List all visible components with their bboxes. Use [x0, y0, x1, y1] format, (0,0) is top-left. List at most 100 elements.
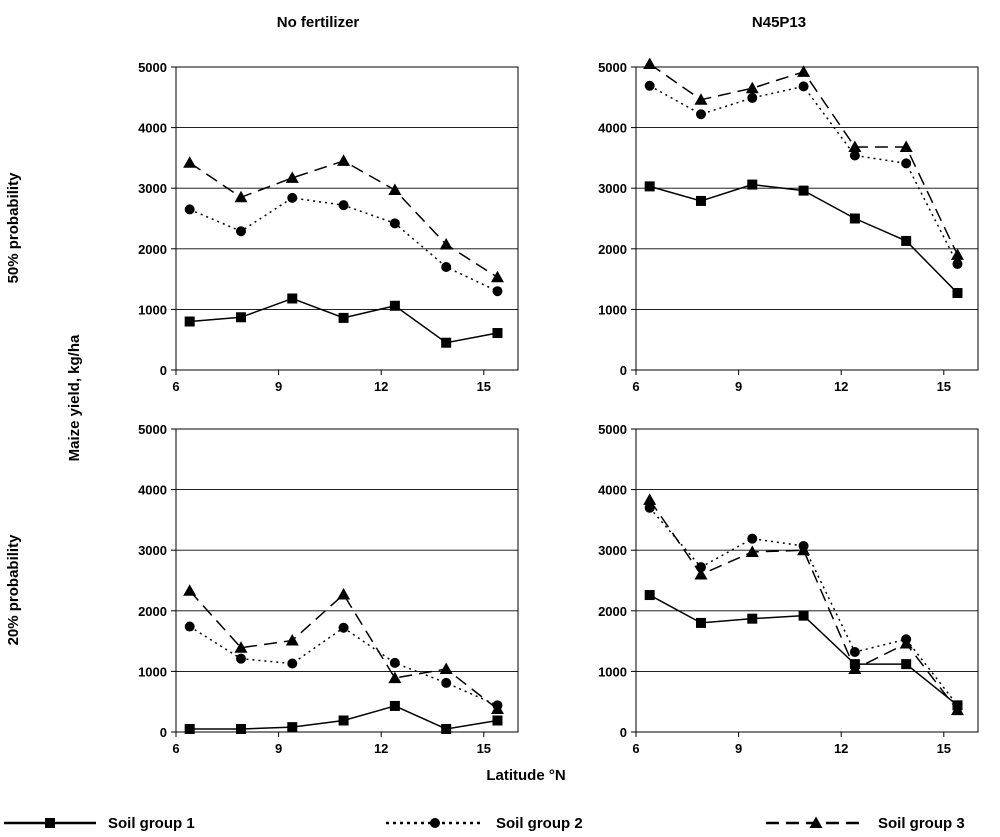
x-tick-label: 12	[834, 741, 848, 756]
x-tick-label: 15	[477, 379, 491, 394]
x-tick-label: 15	[477, 741, 491, 756]
data-point-soil-group-1	[184, 723, 195, 734]
y-tick-label: 0	[620, 363, 627, 378]
data-point-soil-group-3	[745, 81, 759, 94]
data-point-soil-group-2	[952, 258, 963, 269]
y-tick-label: 2000	[138, 242, 167, 257]
x-tick-label: 9	[275, 741, 282, 756]
row-label-20-probability: 20% probability	[5, 534, 22, 646]
legend: Soil group 1 Soil group 2 Soil group 3	[4, 815, 965, 832]
panel-1: 0 1000 2000 3000 4000 5000 6 9 12 15	[138, 60, 519, 394]
data-point-soil-group-2	[235, 226, 246, 237]
x-tick-label: 12	[374, 741, 388, 756]
y-tick-label: 1000	[138, 302, 167, 317]
legend-label-soil-group-2: Soil group 2	[496, 815, 583, 832]
data-point-soil-group-1	[235, 312, 246, 323]
y-tick-label: 0	[160, 725, 167, 740]
data-point-soil-group-3	[439, 238, 453, 250]
data-point-soil-group-3	[183, 584, 197, 596]
data-point-soil-group-3	[234, 190, 248, 203]
data-point-soil-group-3	[848, 140, 862, 152]
data-point-soil-group-3	[388, 183, 402, 196]
data-point-soil-group-2	[901, 158, 912, 169]
plot-area	[175, 66, 519, 371]
data-point-soil-group-2	[695, 109, 706, 120]
data-point-soil-group-2	[747, 533, 758, 544]
data-point-soil-group-3	[183, 156, 197, 168]
data-point-soil-group-2	[235, 653, 246, 664]
data-point-soil-group-1	[492, 715, 503, 726]
data-point-soil-group-1	[798, 185, 809, 196]
legend-marker-soil-group-2	[430, 818, 440, 828]
data-point-soil-group-2	[441, 677, 452, 688]
y-tick-label: 1000	[598, 664, 627, 679]
data-point-soil-group-2	[644, 502, 655, 513]
y-tick-label: 4000	[138, 483, 167, 498]
data-point-soil-group-1	[747, 613, 758, 624]
y-tick-label: 2000	[138, 604, 167, 619]
data-point-soil-group-1	[338, 312, 349, 323]
data-point-soil-group-1	[952, 288, 963, 299]
data-point-soil-group-1	[901, 235, 912, 246]
x-tick-label: 12	[374, 379, 388, 394]
data-point-soil-group-2	[184, 621, 195, 632]
panel-4: 0 1000 2000 3000 4000 5000 6 9 12 15	[598, 422, 979, 756]
data-point-soil-group-1	[849, 213, 860, 224]
data-point-soil-group-1	[492, 328, 503, 339]
y-tick-label: 5000	[598, 60, 627, 75]
y-tick-label: 4000	[598, 483, 627, 498]
x-tick-label: 6	[172, 741, 179, 756]
y-tick-label: 4000	[598, 121, 627, 136]
data-point-soil-group-1	[389, 700, 400, 711]
data-point-soil-group-3	[745, 545, 759, 558]
data-point-soil-group-3	[490, 702, 504, 714]
data-point-soil-group-2	[184, 204, 195, 215]
data-point-soil-group-3	[797, 65, 811, 77]
data-point-soil-group-1	[441, 723, 452, 734]
data-point-soil-group-3	[490, 270, 504, 283]
data-point-soil-group-2	[798, 81, 809, 92]
data-point-soil-group-1	[644, 181, 655, 192]
x-tick-label: 6	[172, 379, 179, 394]
data-point-soil-group-2	[492, 286, 503, 297]
data-point-soil-group-1	[747, 179, 758, 190]
data-point-soil-group-3	[337, 587, 351, 600]
data-point-soil-group-1	[695, 195, 706, 206]
x-tick-label: 15	[937, 379, 951, 394]
y-tick-label: 5000	[598, 422, 627, 437]
x-tick-label: 6	[632, 741, 639, 756]
y-tick-label: 1000	[138, 664, 167, 679]
data-point-soil-group-2	[849, 150, 860, 161]
y-tick-label: 3000	[598, 181, 627, 196]
x-tick-label: 9	[735, 379, 742, 394]
row-label-50-probability: 50% probability	[5, 172, 22, 284]
data-point-soil-group-3	[694, 93, 708, 105]
y-tick-label: 5000	[138, 60, 167, 75]
data-point-soil-group-3	[234, 641, 248, 653]
y-tick-label: 2000	[598, 242, 627, 257]
x-tick-label: 6	[632, 379, 639, 394]
legend-label-soil-group-3: Soil group 3	[878, 815, 965, 832]
plot-area	[635, 428, 979, 733]
data-point-soil-group-2	[287, 658, 298, 669]
data-point-soil-group-2	[389, 218, 400, 229]
data-point-soil-group-3	[848, 662, 862, 674]
y-tick-label: 0	[620, 725, 627, 740]
y-tick-label: 3000	[138, 543, 167, 558]
data-point-soil-group-3	[950, 703, 964, 716]
x-tick-label: 12	[834, 379, 848, 394]
data-point-soil-group-2	[389, 657, 400, 668]
data-point-soil-group-1	[287, 722, 298, 733]
data-point-soil-group-1	[441, 337, 452, 348]
data-point-soil-group-2	[338, 622, 349, 633]
plot-area	[175, 428, 519, 733]
panel-2: 0 1000 2000 3000 4000 5000 6 9 12 15	[598, 57, 979, 394]
legend-label-soil-group-1: Soil group 1	[108, 815, 195, 832]
data-point-soil-group-2	[441, 261, 452, 272]
data-point-soil-group-3	[337, 154, 351, 166]
y-tick-label: 5000	[138, 422, 167, 437]
data-point-soil-group-2	[338, 200, 349, 211]
column-title-n45p13: N45P13	[752, 14, 806, 31]
data-point-soil-group-3	[899, 140, 913, 152]
